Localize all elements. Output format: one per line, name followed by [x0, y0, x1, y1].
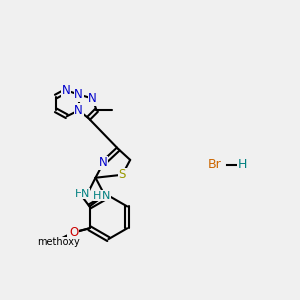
Text: N: N [74, 88, 83, 101]
Text: H: H [74, 189, 83, 199]
Text: N: N [99, 156, 108, 170]
Text: O: O [69, 226, 78, 239]
Text: N: N [61, 84, 70, 97]
Text: N: N [81, 189, 90, 199]
Text: Br: Br [208, 158, 221, 171]
Text: N: N [102, 190, 111, 201]
Text: H: H [238, 158, 247, 171]
Text: N: N [88, 92, 97, 105]
Text: N: N [74, 104, 83, 117]
Text: methoxy: methoxy [38, 237, 80, 247]
Text: S: S [118, 168, 126, 181]
Text: O: O [67, 228, 76, 238]
Text: H: H [93, 190, 102, 201]
